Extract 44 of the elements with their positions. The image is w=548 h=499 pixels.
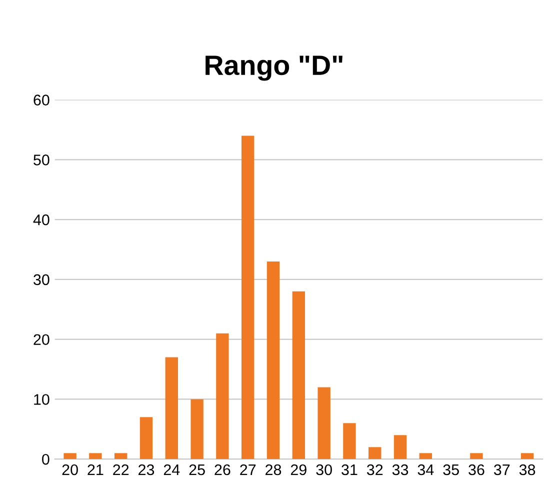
bar <box>419 453 432 460</box>
chart-title: Rango "D" <box>206 56 342 81</box>
bar <box>368 447 382 460</box>
x-tick-label: 31 <box>342 464 358 476</box>
x-tick-label: 20 <box>62 464 78 476</box>
bar <box>140 417 153 460</box>
bar <box>266 261 280 460</box>
bar <box>343 423 356 460</box>
y-tick-label: 60 <box>34 94 50 106</box>
bar <box>394 435 407 460</box>
bar <box>292 291 306 460</box>
bar <box>165 357 178 460</box>
x-tick-label: 22 <box>113 464 129 476</box>
y-tick-label: 20 <box>34 334 50 346</box>
x-tick-label: 27 <box>240 464 256 476</box>
x-tick-label: 29 <box>290 464 306 476</box>
x-tick-label: 33 <box>392 464 408 476</box>
y-tick-label: 40 <box>33 214 50 226</box>
x-tick-label: 24 <box>164 464 180 476</box>
bar <box>470 453 483 460</box>
bar <box>64 453 76 460</box>
bar <box>89 453 102 460</box>
x-tick-label: 38 <box>519 464 536 476</box>
y-tick-label: 0 <box>42 454 50 465</box>
x-tick-label: 32 <box>366 464 383 476</box>
bar <box>520 453 534 460</box>
x-tick-label: 21 <box>88 464 104 476</box>
bar <box>190 399 204 460</box>
x-tick-label: 30 <box>316 464 332 476</box>
bar <box>114 453 128 460</box>
x-tick-label: 36 <box>468 464 484 476</box>
x-tick-label: 28 <box>266 464 282 476</box>
y-tick-label: 10 <box>34 394 50 405</box>
x-tick-label: 26 <box>214 464 230 476</box>
x-tick-label: 37 <box>494 464 510 476</box>
bar <box>216 333 229 460</box>
x-tick-label: 23 <box>138 464 154 476</box>
y-tick-label: 30 <box>34 274 50 286</box>
bar <box>318 387 330 460</box>
x-tick-label: 35 <box>443 464 459 476</box>
x-tick-label: 34 <box>418 464 434 476</box>
y-tick-label: 50 <box>34 154 50 166</box>
x-tick-label: 25 <box>189 464 205 476</box>
bar <box>242 136 254 460</box>
